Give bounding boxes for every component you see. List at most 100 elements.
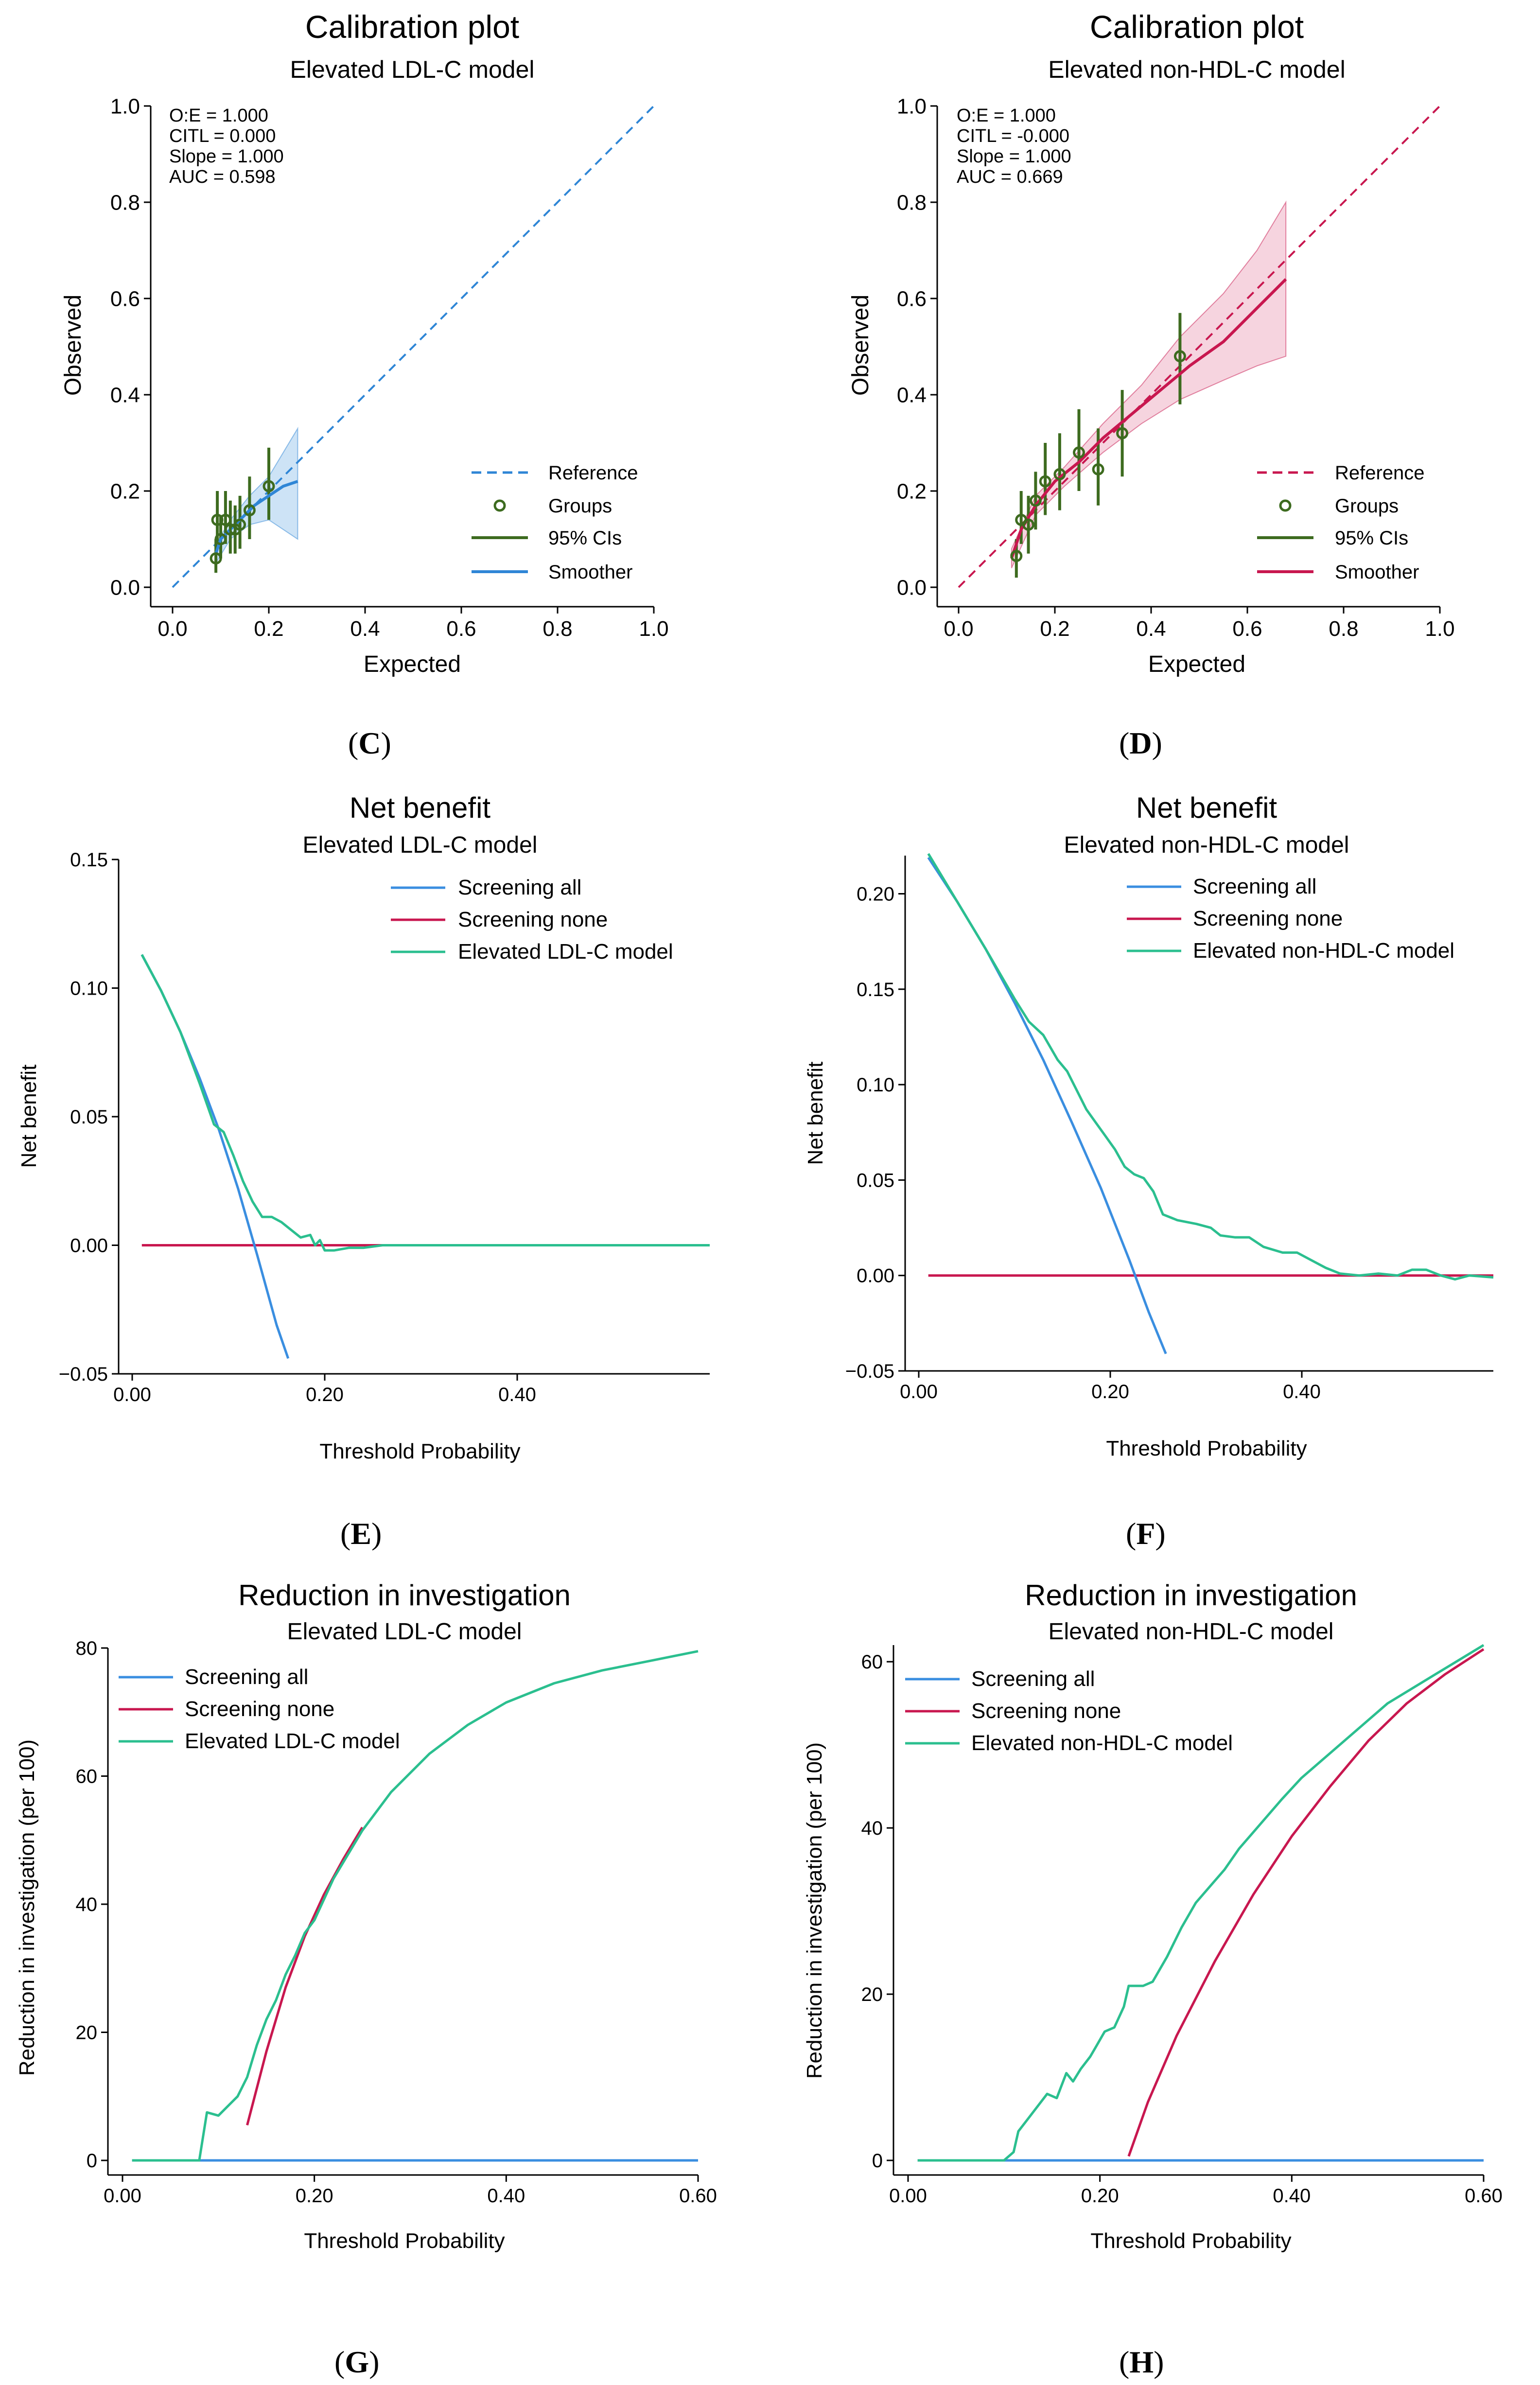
legend-groups-label: Groups bbox=[548, 495, 612, 517]
series-line-model bbox=[140, 954, 710, 1252]
x-tick-label: 0.40 bbox=[1273, 2185, 1311, 2207]
y-axis-label: Net benefit bbox=[804, 1062, 827, 1165]
legend: Screening all Screening none Elevated no… bbox=[905, 1667, 1233, 1755]
panel-label-h: (H) bbox=[1119, 2345, 1164, 2379]
x-tick-label: 0.2 bbox=[254, 617, 283, 641]
legend-screening-all-label: Screening all bbox=[458, 876, 581, 899]
x-tick-label: 0.6 bbox=[446, 617, 476, 641]
legend-model-label: Elevated non-HDL-C model bbox=[1193, 939, 1454, 963]
y-tick-label: 60 bbox=[76, 1766, 98, 1788]
stats-box: O:E = 1.000 CITL = 0.000 Slope = 1.000 A… bbox=[169, 105, 284, 187]
x-tick-label: 0.8 bbox=[1329, 617, 1358, 641]
series-line-model bbox=[132, 1650, 699, 2162]
y-tick-label: 0.15 bbox=[857, 979, 894, 1000]
legend-ci-label: 95% CIs bbox=[548, 527, 622, 549]
x-tick-label: 0.40 bbox=[1283, 1381, 1321, 1403]
y-tick-label: 20 bbox=[861, 1984, 883, 2005]
net-benefit-nonhdl-chart: Net benefit Elevated non-HDL-C model −0.… bbox=[804, 791, 1494, 1460]
y-tick-label: 0.6 bbox=[897, 287, 927, 311]
panel-label-g: (G) bbox=[334, 2345, 379, 2379]
x-tick-label: 0.00 bbox=[113, 1384, 151, 1405]
chart-subtitle: Elevated LDL-C model bbox=[287, 1619, 522, 1645]
y-tick-label: 60 bbox=[861, 1651, 883, 1673]
panel-label-f: (F) bbox=[1126, 1516, 1166, 1551]
legend: Reference Groups 95% CIs Smoother bbox=[472, 462, 638, 583]
panel-label-e: (E) bbox=[340, 1516, 382, 1551]
series-line-model bbox=[927, 853, 1494, 1281]
y-tick-label: 0.8 bbox=[897, 191, 927, 214]
y-axis-label: Reduction in investigation (per 100) bbox=[15, 1739, 39, 2076]
x-tick-label: 0.20 bbox=[1091, 1381, 1129, 1403]
legend-screening-none-label: Screening none bbox=[185, 1697, 334, 1721]
x-tick-label: 0.60 bbox=[1465, 2185, 1503, 2207]
y-tick-label: 20 bbox=[76, 2022, 98, 2044]
group-point bbox=[214, 533, 227, 545]
x-tick-label: 0.40 bbox=[498, 1384, 536, 1405]
reference-line bbox=[172, 105, 655, 588]
legend-model-label: Elevated LDL-C model bbox=[458, 940, 673, 964]
legend-ci-label: 95% CIs bbox=[1335, 527, 1408, 549]
x-axis-label: Threshold Probability bbox=[304, 2229, 505, 2253]
smoother-ci-band bbox=[1011, 200, 1287, 568]
legend-reference-label: Reference bbox=[1335, 462, 1425, 484]
net-benefit-ldl-chart: Net benefit Elevated LDL-C model −0.050.… bbox=[17, 791, 710, 1463]
x-tick-label: 0.4 bbox=[1136, 617, 1166, 641]
legend: Screening all Screening none Elevated LD… bbox=[119, 1665, 400, 1753]
series-line-screen-all bbox=[927, 857, 1167, 1354]
y-tick-label: 0.6 bbox=[110, 287, 140, 311]
stat-auc: AUC = 0.669 bbox=[957, 167, 1063, 187]
y-axis-label: Reduction in investigation (per 100) bbox=[803, 1742, 826, 2079]
group-point bbox=[262, 480, 275, 492]
chart-subtitle: Elevated non-HDL-C model bbox=[1048, 56, 1345, 83]
chart-title: Calibration plot bbox=[1090, 9, 1304, 45]
legend-smoother-label: Smoother bbox=[1335, 561, 1419, 583]
stat-citl: CITL = 0.000 bbox=[169, 126, 276, 146]
legend-screening-all-label: Screening all bbox=[971, 1667, 1095, 1691]
y-tick-label: 0.2 bbox=[110, 479, 140, 503]
y-tick-label: 0.00 bbox=[857, 1265, 894, 1287]
chart-title: Net benefit bbox=[1136, 791, 1278, 824]
calibration-nonhdl-chart: Calibration plot Elevated non-HDL-C mode… bbox=[848, 9, 1455, 677]
panel-label-c: (C) bbox=[348, 726, 391, 760]
x-tick-label: 0.6 bbox=[1232, 617, 1262, 641]
x-tick-label: 1.0 bbox=[639, 617, 668, 641]
y-tick-label: 0.05 bbox=[857, 1170, 894, 1191]
x-tick-label: 0.20 bbox=[306, 1384, 344, 1405]
chart-title: Reduction in investigation bbox=[1025, 1579, 1357, 1612]
reference-line bbox=[958, 105, 1441, 588]
chart-subtitle: Elevated LDL-C model bbox=[290, 56, 534, 83]
y-tick-label: 0 bbox=[87, 2150, 97, 2172]
x-axis-label: Threshold Probability bbox=[319, 1439, 520, 1463]
group-point bbox=[1010, 550, 1023, 562]
y-tick-label: 0.15 bbox=[70, 849, 108, 871]
series-line-screen-none bbox=[246, 1826, 364, 2126]
chart-title: Reduction in investigation bbox=[238, 1579, 571, 1612]
y-axis-label: Observed bbox=[60, 295, 86, 396]
stats-box: O:E = 1.000 CITL = -0.000 Slope = 1.000 … bbox=[957, 105, 1071, 187]
legend: Screening all Screening none Elevated no… bbox=[1127, 875, 1454, 963]
legend-model-label: Elevated non-HDL-C model bbox=[971, 1731, 1233, 1755]
chart-subtitle: Elevated non-HDL-C model bbox=[1064, 832, 1349, 858]
y-tick-label: 0.4 bbox=[110, 383, 140, 407]
legend-groups-swatch bbox=[1279, 499, 1292, 512]
y-tick-label: 80 bbox=[76, 1638, 98, 1659]
y-tick-label: 0.10 bbox=[857, 1074, 894, 1096]
y-tick-label: 0.05 bbox=[70, 1106, 108, 1128]
stat-slope: Slope = 1.000 bbox=[169, 146, 284, 167]
x-tick-label: 0.8 bbox=[542, 617, 572, 641]
y-tick-label: 0.2 bbox=[897, 479, 927, 503]
legend-screening-none-label: Screening none bbox=[971, 1699, 1121, 1723]
group-point bbox=[211, 513, 224, 526]
group-point bbox=[224, 523, 237, 536]
x-tick-label: 0.00 bbox=[889, 2185, 927, 2207]
x-tick-label: 0.2 bbox=[1040, 617, 1069, 641]
legend: Reference Groups 95% CIs Smoother bbox=[1257, 462, 1425, 583]
chart-title: Calibration plot bbox=[305, 9, 519, 45]
stat-auc: AUC = 0.598 bbox=[169, 167, 276, 187]
stat-oe: O:E = 1.000 bbox=[957, 105, 1056, 126]
legend-reference-label: Reference bbox=[548, 462, 638, 484]
y-tick-label: 0.8 bbox=[110, 191, 140, 214]
smoother-line bbox=[214, 480, 298, 554]
y-tick-label: −0.05 bbox=[59, 1364, 108, 1385]
